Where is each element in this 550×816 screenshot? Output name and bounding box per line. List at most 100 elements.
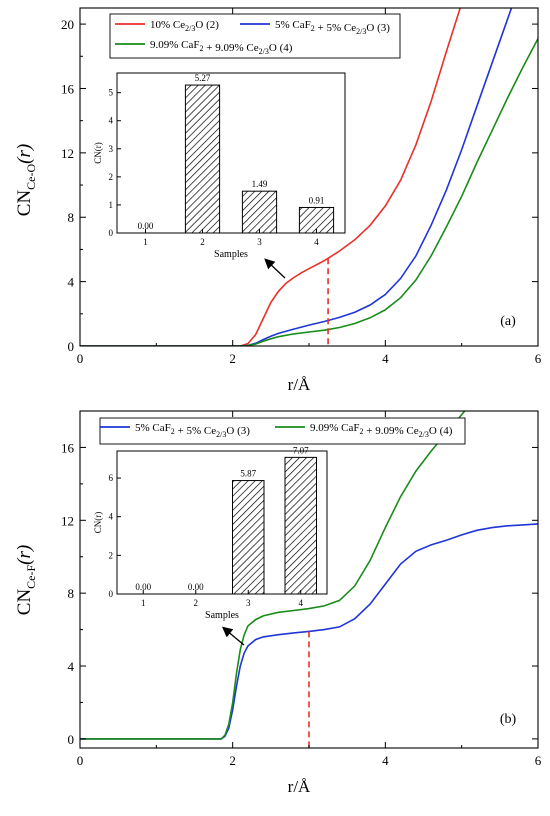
legend-sub: 2/3 bbox=[419, 430, 429, 439]
inset-y-axis-label: CN(r) bbox=[93, 512, 103, 534]
inset-y-tick-label: 5 bbox=[109, 88, 114, 98]
y-tick-label: 8 bbox=[68, 586, 75, 601]
inset-x-tick-label: 3 bbox=[246, 598, 251, 608]
legend-entry: 9.09% CaF2 + 9.09% Ce2/3O (4) bbox=[150, 39, 293, 56]
legend-text: (3) bbox=[374, 22, 390, 34]
inset-y-tick-label: 4 bbox=[109, 116, 114, 126]
inset-x-tick-label: 2 bbox=[194, 598, 199, 608]
inset-x-tick-label: 1 bbox=[141, 598, 146, 608]
legend-sub: 2 bbox=[311, 24, 315, 33]
inset-x-axis-label: Samples bbox=[214, 249, 248, 260]
inset-x-tick-label: 3 bbox=[257, 237, 262, 247]
x-axis-label: r/Å bbox=[288, 777, 311, 796]
y-tick-label: 4 bbox=[68, 275, 75, 290]
y-label-main: CN bbox=[14, 190, 35, 217]
y-label-tail: (r) bbox=[14, 144, 35, 164]
legend-entry: 5% CaF2 + 5% Ce2/3O (3) bbox=[135, 422, 250, 439]
legend-text: + 9.09% bbox=[364, 425, 407, 437]
inset-y-tick-label: 0 bbox=[109, 589, 114, 599]
legend-text: (3) bbox=[234, 425, 250, 437]
legend-text: + 9.09% bbox=[204, 42, 247, 54]
x-tick-label: 4 bbox=[382, 753, 389, 768]
x-tick-label: 6 bbox=[535, 351, 542, 366]
y-tick-label: 16 bbox=[61, 81, 75, 96]
inset-bar-value-label: 0.00 bbox=[188, 582, 204, 592]
legend-chem: CaF bbox=[341, 422, 359, 434]
x-tick-label: 6 bbox=[535, 753, 542, 768]
x-tick-label: 0 bbox=[77, 351, 84, 366]
inset-x-axis-label: Samples bbox=[205, 610, 239, 621]
x-tick-label: 0 bbox=[77, 753, 84, 768]
legend-chem: O bbox=[269, 42, 277, 54]
panel-label: (b) bbox=[500, 712, 517, 727]
y-tick-label: 0 bbox=[68, 339, 75, 354]
inset-bar-value-label: 0.91 bbox=[309, 195, 325, 205]
inset-bar bbox=[241, 190, 278, 234]
legend-sub: 2/3 bbox=[356, 27, 366, 36]
inset-y-tick-label: 2 bbox=[109, 172, 114, 182]
y-tick-label: 0 bbox=[68, 732, 75, 747]
legend-text: (2) bbox=[203, 19, 219, 31]
inset-bar bbox=[232, 480, 265, 595]
inset-y-tick-label: 2 bbox=[109, 550, 114, 560]
legend-entry: 10% Ce2/3O (2) bbox=[150, 19, 219, 33]
legend-text: 5% bbox=[275, 19, 292, 31]
legend-chem: CaF bbox=[181, 39, 199, 51]
y-tick-label: 16 bbox=[61, 440, 75, 455]
series-line-2 bbox=[80, 8, 513, 346]
y-tick-label: 8 bbox=[68, 210, 75, 225]
inset-bar-chart: 0 1 2 3 4 5 0.00 1 5.27 2 1.49 3 0.91 4 Samples CN(r) bbox=[93, 72, 346, 260]
legend-chem: Ce bbox=[344, 22, 356, 34]
legend-box bbox=[109, 13, 401, 59]
inset-x-tick-label: 2 bbox=[200, 237, 205, 247]
legend-chem: O bbox=[226, 425, 234, 437]
inset-bar-value-label: 7.07 bbox=[293, 445, 309, 455]
inset-pointer-arrow bbox=[222, 626, 245, 646]
legend-entry: 9.09% CaF2 + 9.09% Ce2/3O (4) bbox=[310, 422, 453, 439]
legend-sub: 2 bbox=[200, 44, 204, 53]
legend-text: 5% bbox=[135, 422, 152, 434]
inset-x-tick-label: 1 bbox=[143, 237, 148, 247]
legend-text: 9.09% bbox=[310, 422, 341, 434]
legend-chem: CaF bbox=[152, 422, 170, 434]
y-label-sub: Ce-O bbox=[24, 164, 38, 190]
inset-y-tick-label: 1 bbox=[109, 200, 114, 210]
inset-y-tick-label: 3 bbox=[109, 144, 114, 154]
y-tick-label: 20 bbox=[61, 17, 74, 32]
legend-chem: Ce bbox=[204, 425, 216, 437]
x-tick-label: 4 bbox=[382, 351, 389, 366]
series-line-2 bbox=[80, 411, 466, 740]
inset-bar-value-label: 0.00 bbox=[138, 221, 154, 231]
legend-sub: 2 bbox=[171, 427, 175, 436]
y-label-tail: (r) bbox=[14, 545, 35, 565]
legend-text: (4) bbox=[277, 42, 293, 54]
y-tick-label: 4 bbox=[68, 659, 75, 674]
x-axis-label: r/Å bbox=[288, 375, 311, 394]
inset-pointer-arrow bbox=[264, 258, 286, 279]
y-label-sub: Ce-F bbox=[24, 565, 38, 589]
y-tick-label: 12 bbox=[61, 513, 74, 528]
inset-y-tick-label: 4 bbox=[109, 512, 114, 522]
legend-chem: O bbox=[366, 22, 374, 34]
inset-y-tick-label: 0 bbox=[109, 228, 114, 238]
legend-chem: Ce bbox=[173, 19, 185, 31]
inset-bar-value-label: 5.87 bbox=[240, 469, 256, 479]
series-line-1 bbox=[80, 8, 462, 346]
legend-chem: O bbox=[195, 19, 203, 31]
x-tick-label: 2 bbox=[229, 351, 236, 366]
legend-chem: Ce bbox=[406, 425, 418, 437]
series-line-1 bbox=[80, 523, 538, 740]
y-axis-label: CNCe-F(r) bbox=[14, 545, 38, 615]
inset-bar bbox=[284, 456, 317, 595]
legend-text: 10% bbox=[150, 19, 173, 31]
legend-sub: 2/3 bbox=[185, 24, 195, 33]
legend-box bbox=[99, 417, 466, 445]
inset-bar-value-label: 5.27 bbox=[195, 73, 211, 83]
inset-x-tick-label: 4 bbox=[314, 237, 319, 247]
inset-x-tick-label: 4 bbox=[299, 598, 304, 608]
x-tick-label: 2 bbox=[229, 753, 236, 768]
series-line-3 bbox=[80, 38, 538, 346]
